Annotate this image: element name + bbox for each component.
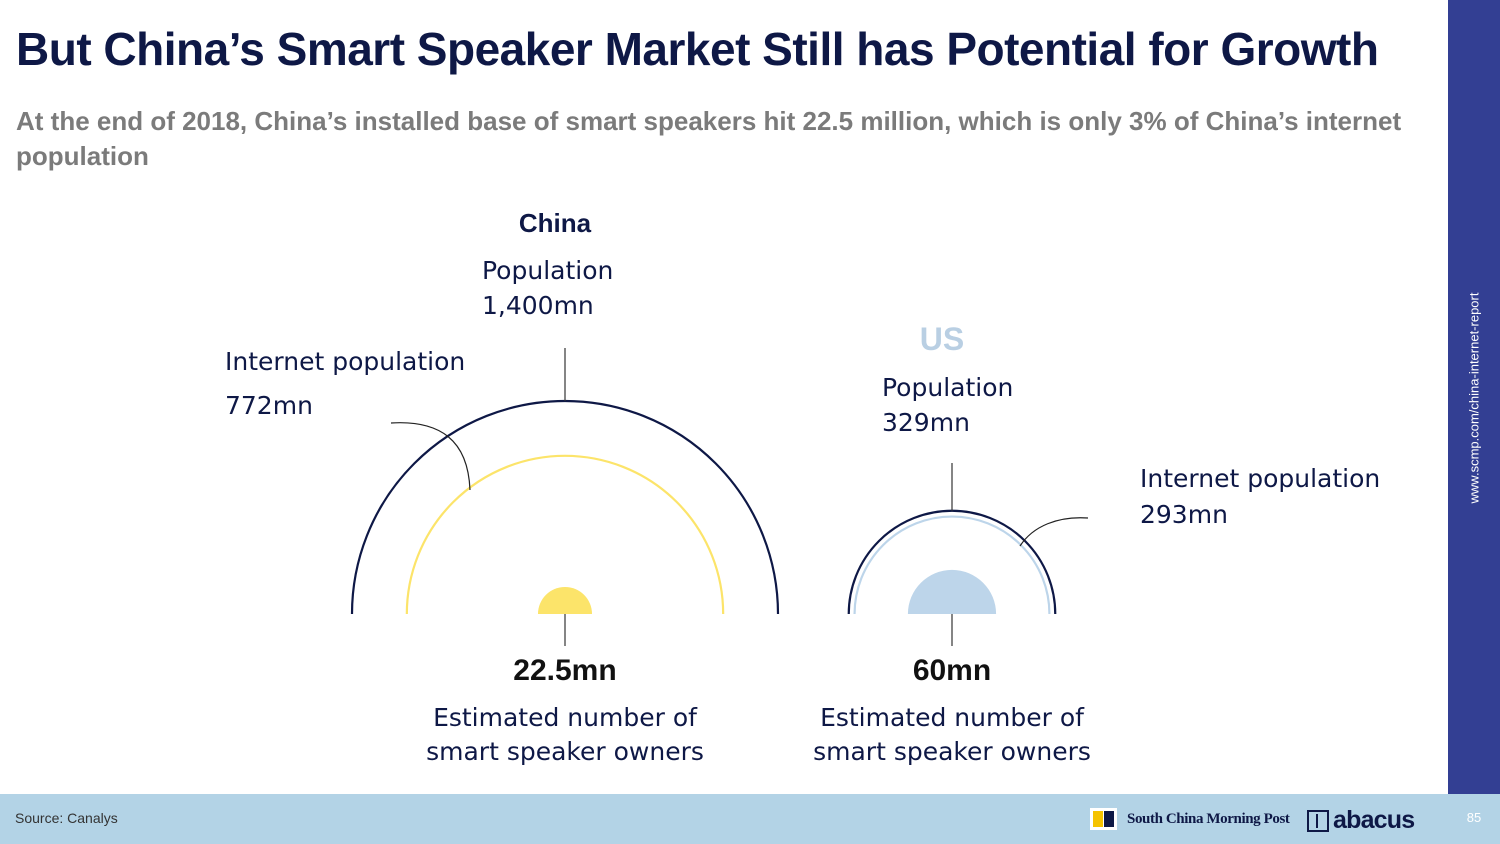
us-internet-population-value: 293mn xyxy=(1140,500,1228,529)
us-internet-leader-line xyxy=(1019,517,1089,547)
us-owners-description: Estimated number of xyxy=(820,703,1085,732)
china-population-label: Population xyxy=(482,256,613,285)
china-population-value: 1,400mn xyxy=(482,291,594,320)
us-owners-value: 60mn xyxy=(913,654,991,687)
china-country-label: China xyxy=(519,208,592,238)
scmp-logo-icon xyxy=(1090,808,1117,830)
scmp-logo-text: South China Morning Post xyxy=(1127,810,1290,827)
footer-bar: Source: Canalys South China Morning Post… xyxy=(0,794,1500,844)
abacus-logo-text: abacus xyxy=(1333,806,1415,834)
china-smart-speaker-owners-disc xyxy=(537,586,593,614)
sidebar-band: www.scmp.com/china-internet-report xyxy=(1448,0,1500,794)
us-internet-population-arc xyxy=(853,515,1051,615)
us-internet-population-label: Internet population xyxy=(1140,464,1380,493)
us-population-value: 329mn xyxy=(882,408,970,437)
sidebar-url: www.scmp.com/china-internet-report xyxy=(1466,292,1482,504)
china-internet-population-label: Internet population xyxy=(225,347,465,376)
china-internet-population-arc xyxy=(405,454,725,615)
china-owners-value: 22.5mn xyxy=(513,654,616,687)
china-population-arc xyxy=(350,399,780,615)
china-owners-description: Estimated number of xyxy=(433,703,698,732)
us-smart-speaker-owners-disc xyxy=(907,569,997,614)
slide-subtitle: At the end of 2018, China’s installed ba… xyxy=(16,106,1402,171)
smart-speaker-chart: China Population 1,400mn Internet populatio… xyxy=(225,208,1380,766)
us-population-arc xyxy=(847,509,1057,615)
china-owners-description: smart speaker owners xyxy=(426,737,704,766)
abacus-logo: abacus xyxy=(1307,806,1415,835)
china-internet-population-value: 772mn xyxy=(225,391,313,420)
us-population-label: Population xyxy=(882,373,1013,402)
slide-title: But China’s Smart Speaker Market Still h… xyxy=(16,23,1379,75)
source-note: Source: Canalys xyxy=(15,810,118,826)
us-country-label: US xyxy=(920,321,964,357)
us-owners-description: smart speaker owners xyxy=(813,737,1091,766)
abacus-logo-icon xyxy=(1307,809,1329,832)
page-number: 85 xyxy=(1466,810,1482,825)
scmp-logo: South China Morning Post xyxy=(1090,808,1290,830)
china-internet-leader-line xyxy=(390,422,471,491)
